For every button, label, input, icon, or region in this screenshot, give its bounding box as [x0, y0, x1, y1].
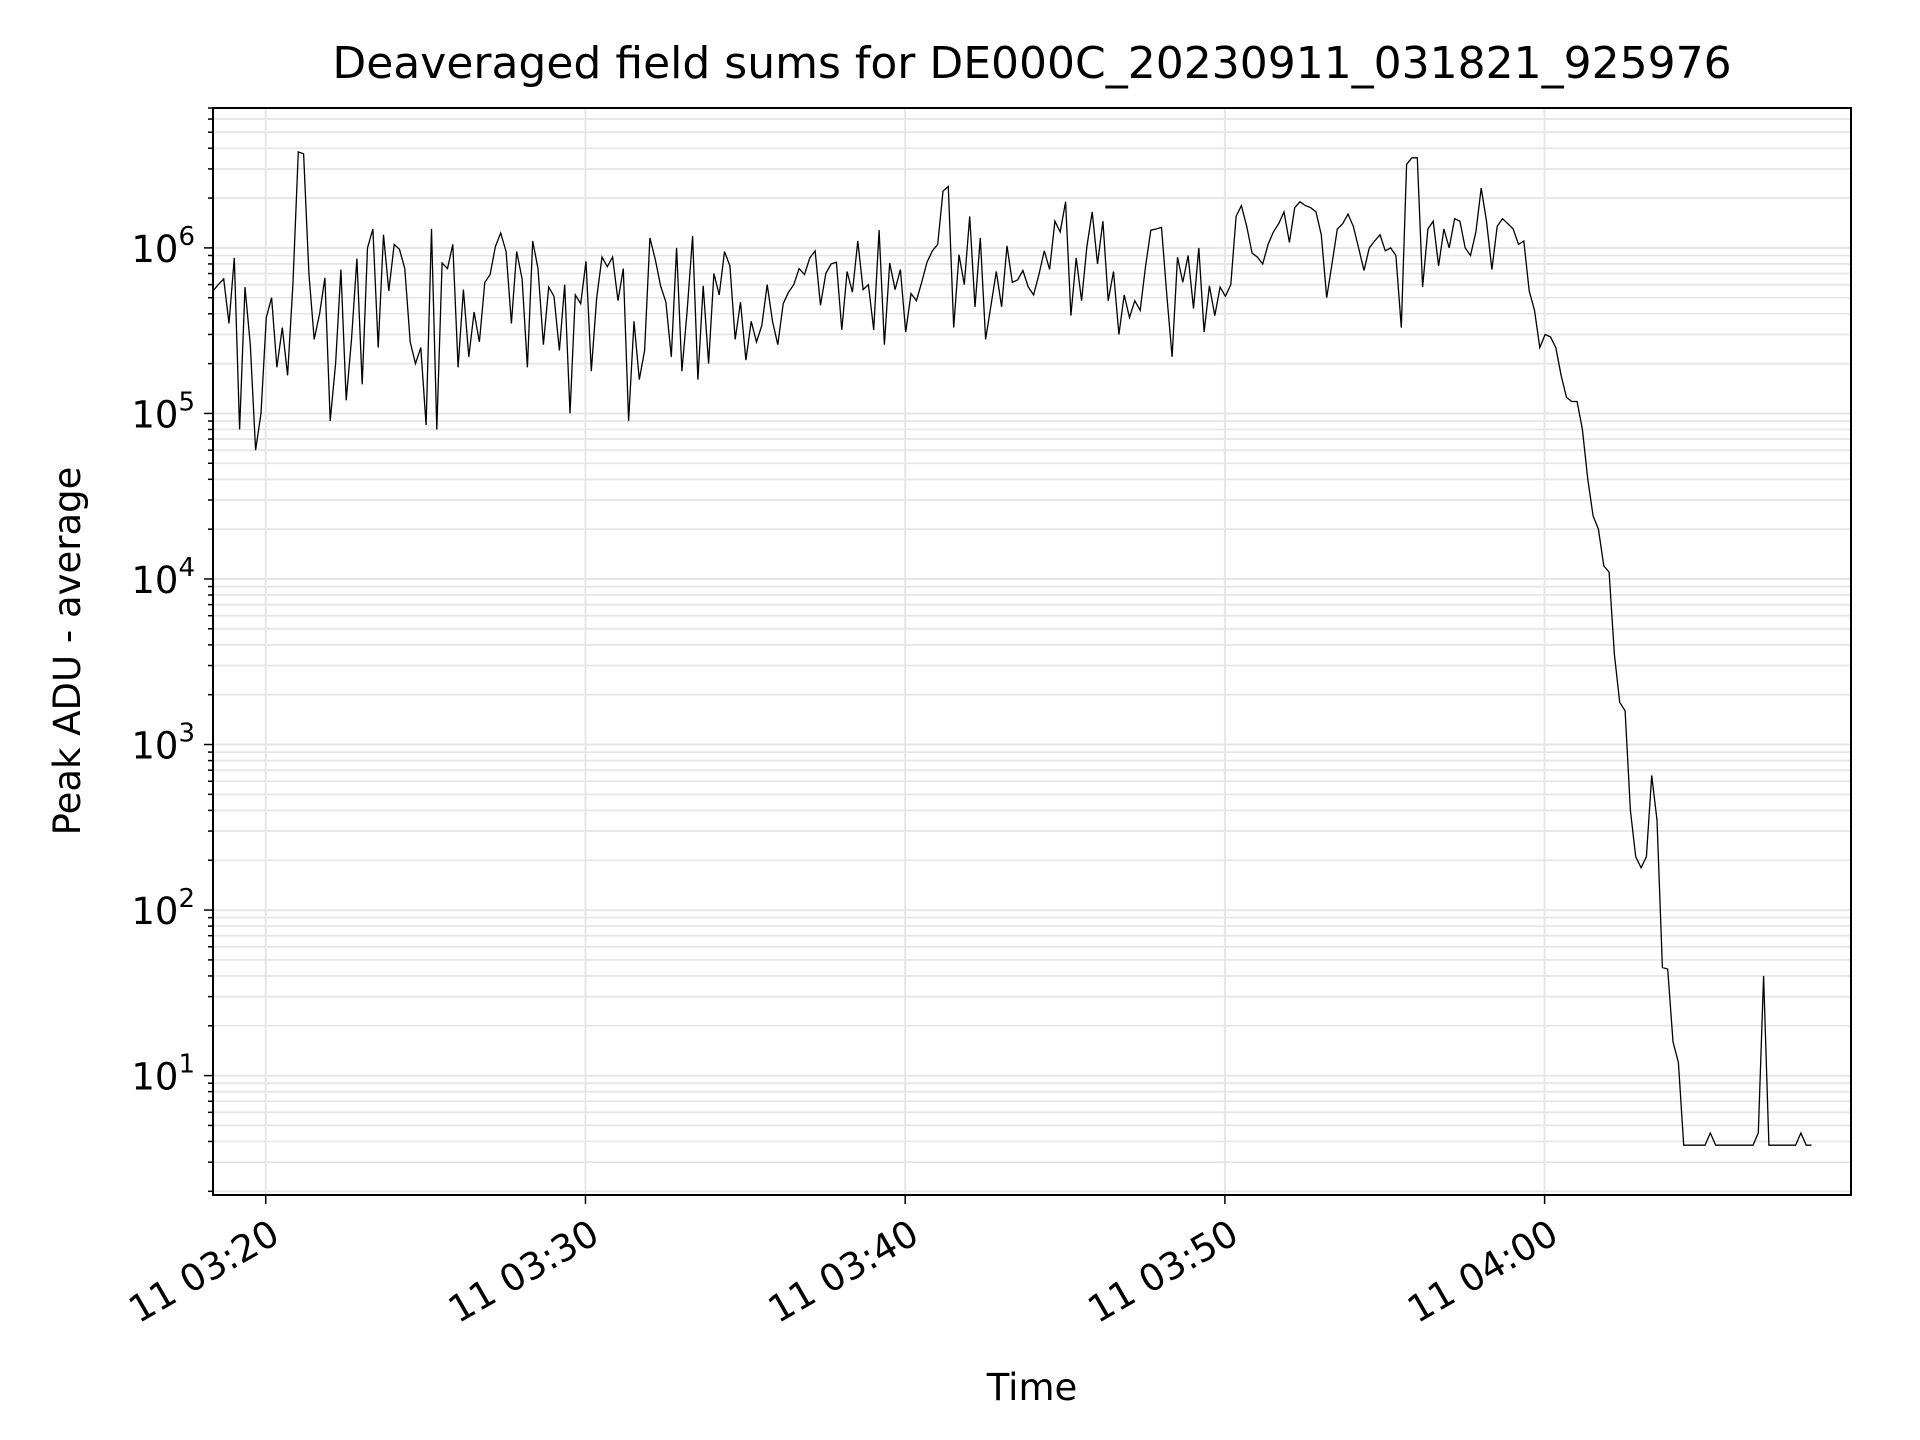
chart-title: Deaveraged field sums for DE000C_2023091…	[332, 38, 1731, 89]
x-axis-label: Time	[986, 1366, 1078, 1409]
y-tick-label: 105	[131, 387, 195, 436]
y-axis-label: Peak ADU - average	[46, 467, 89, 836]
axis-ticks: 11 03:20 11 03:30 11 03:40 11 03:50 11 04:00…	[121, 107, 1565, 1332]
x-tick-label: 11 03:20	[121, 1212, 286, 1332]
x-tick-label: 11 03:30	[441, 1212, 606, 1332]
plot-frame	[212, 107, 1852, 1196]
y-tick-label: 104	[131, 553, 195, 602]
y-tick-label: 103	[131, 719, 195, 768]
y-tick-label: 106	[131, 222, 195, 271]
y-tick-label: 101	[131, 1050, 195, 1099]
x-tick-label: 11 03:50	[1081, 1212, 1246, 1332]
series-layer	[212, 150, 1812, 1146]
x-tick-label: 11 03:40	[761, 1212, 926, 1332]
y-tick-label: 102	[131, 884, 195, 933]
series-line	[212, 150, 1812, 1146]
x-tick-label: 11 04:00	[1400, 1212, 1565, 1332]
grid-lines	[213, 107, 1851, 1195]
